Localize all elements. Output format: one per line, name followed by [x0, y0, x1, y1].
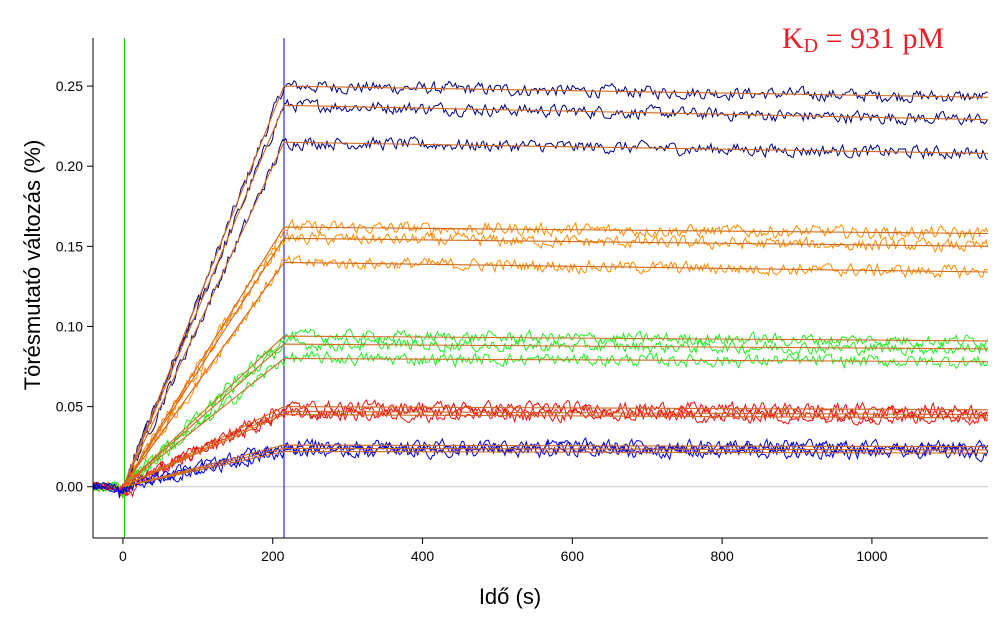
x-tick-label: 600 [561, 548, 585, 564]
kd-symbol: K [782, 22, 804, 55]
x-axis-label: Idő (s) [479, 584, 541, 609]
trace-conc-5-rep-2 [92, 439, 989, 495]
axes [92, 38, 988, 539]
trace-conc-2-rep-1 [92, 219, 989, 497]
fit-conc-3-rep-2 [122, 343, 989, 488]
x-tick-label: 1000 [856, 548, 887, 564]
y-tick-label: 0.25 [56, 78, 83, 94]
kd-annotation: KD = 931 pM [782, 22, 944, 58]
x-tick-label: 0 [119, 548, 127, 564]
fit-conc-2-rep-3 [122, 261, 989, 488]
fit-conc-2-rep-1 [122, 226, 989, 487]
fit-conc-5-rep-1 [122, 444, 989, 488]
trace-conc-2-rep-2 [92, 230, 989, 496]
y-tick-label: 0.05 [56, 399, 83, 415]
trace-conc-4-rep-1 [92, 399, 988, 497]
fit-conc-3-rep-3 [122, 357, 989, 488]
trace-conc-5-rep-3 [92, 442, 989, 497]
trace-conc-2-rep-3 [92, 254, 988, 499]
trace-conc-3-rep-3 [92, 350, 989, 498]
y-tick-label: 0.20 [56, 158, 83, 174]
y-axis-label: Törésmutató változás (%) [20, 140, 45, 391]
kd-subscript: D [803, 35, 819, 57]
trace-conc-1-rep-2 [92, 98, 989, 499]
fit-conc-5-rep-3 [122, 450, 989, 488]
x-tick-label: 200 [261, 548, 285, 564]
fit-curves-layer [122, 85, 989, 488]
trace-conc-1-rep-1 [92, 80, 988, 500]
fit-conc-1-rep-1 [122, 85, 989, 487]
fit-conc-4-rep-1 [122, 406, 989, 488]
kd-value: = 931 pM [818, 22, 945, 55]
fit-conc-3-rep-1 [122, 335, 989, 488]
x-tick-label: 400 [411, 548, 435, 564]
fit-conc-4-rep-3 [122, 414, 989, 488]
event-markers [123, 38, 285, 538]
x-tick-label: 800 [710, 548, 734, 564]
y-tick-label: 0.00 [56, 479, 83, 495]
fit-conc-2-rep-2 [122, 237, 989, 487]
trace-conc-3-rep-1 [92, 328, 989, 496]
y-tick-label: 0.10 [56, 318, 83, 334]
tick-layer: 0 200 400 600 800 1000 0.00 0.05 0.10 0.15 0.20 0.2… [56, 78, 888, 564]
y-tick-label: 0.15 [56, 238, 83, 254]
fit-conc-4-rep-2 [122, 410, 989, 488]
trace-conc-1-rep-3 [92, 135, 988, 496]
fit-conc-1-rep-2 [122, 104, 989, 487]
fit-conc-1-rep-3 [122, 141, 989, 487]
fit-conc-5-rep-2 [122, 447, 989, 488]
